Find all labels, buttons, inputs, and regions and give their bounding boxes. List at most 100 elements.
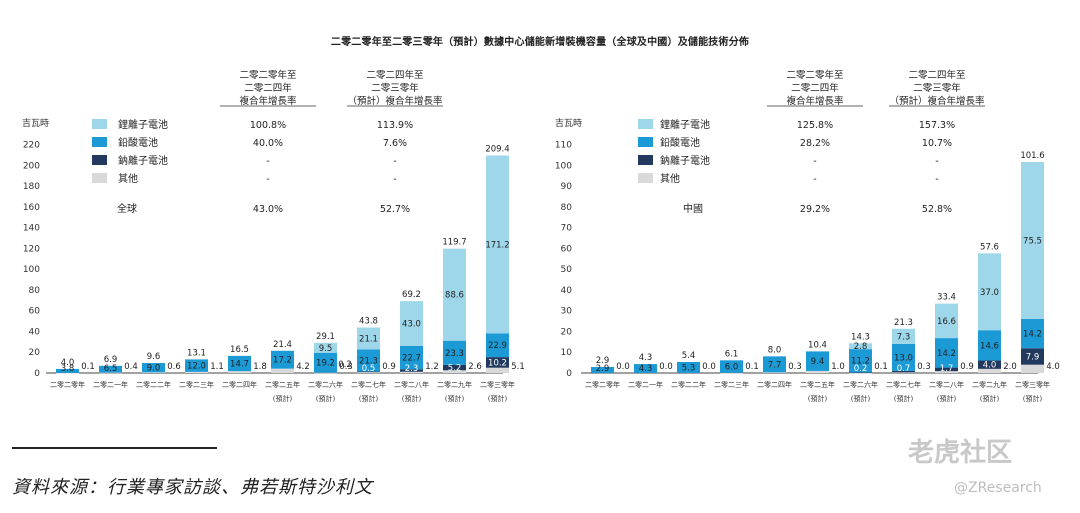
- bar-segment-other: [443, 370, 466, 373]
- data-label-total: 13.1: [187, 348, 206, 358]
- bar-segment-lead-acid: [978, 330, 1001, 361]
- x-tick-label: 二零二五年: [265, 380, 300, 389]
- y-tick-label: 110: [555, 141, 572, 151]
- y-tick-label: 100: [23, 265, 40, 275]
- data-label-other: 1.8: [253, 362, 267, 372]
- data-label-lithium: 37.0: [980, 288, 999, 298]
- x-tick-label-note: (預計): [445, 394, 465, 403]
- x-tick-label: 二零二九年: [437, 380, 472, 389]
- source-note: 資料來源：行業專家訪談、弗若斯特沙利文: [12, 477, 373, 498]
- bar-segment-lead-acid: [591, 366, 614, 373]
- y-tick-label: 90: [561, 182, 573, 192]
- x-tick-label-note: (預計): [937, 394, 957, 403]
- bar-segment-lead-acid: [185, 359, 208, 372]
- cagr-value: 28.2%: [800, 138, 830, 149]
- bar-segment-sodium: [357, 371, 380, 373]
- data-label-other: 0.6: [167, 362, 181, 372]
- cagr-header: 二零二四年至: [908, 69, 965, 81]
- cagr-value: 7.6%: [383, 138, 407, 149]
- y-tick-label: 120: [23, 244, 40, 254]
- cagr-value: -: [266, 174, 269, 185]
- y-tick-label: 60: [561, 244, 573, 254]
- y-tick-label: 80: [561, 203, 573, 213]
- data-label-total: 10.4: [808, 340, 827, 350]
- cagr-value: 43.0%: [253, 204, 283, 215]
- data-label-other: 1.2: [425, 362, 439, 372]
- watermark-handle: @ZResearch: [954, 480, 1042, 496]
- cagr-header: 二零三零年: [371, 82, 419, 94]
- data-label-lead-acid: 14.7: [230, 359, 249, 369]
- bar-segment-lead-acid: [314, 352, 337, 373]
- data-label-total: 6.9: [104, 355, 118, 365]
- legend-swatch: [638, 173, 653, 183]
- y-tick-label: 0: [34, 369, 40, 379]
- source-divider: [12, 447, 217, 449]
- y-axis-unit-label: 吉瓦時: [555, 118, 582, 129]
- x-tick-label-note: (預計): [980, 394, 1000, 403]
- data-label-sodium: 5.2: [448, 364, 462, 374]
- data-label-lithium: 88.6: [445, 291, 464, 301]
- cagr-header: 二零二四年: [244, 82, 292, 94]
- data-label-other: 1.1: [210, 362, 224, 372]
- y-axis-unit-label: 吉瓦時: [22, 118, 49, 129]
- data-label-total: 119.7: [442, 238, 466, 248]
- cagr-value: -: [393, 174, 396, 185]
- cagr-value: 10.7%: [922, 138, 952, 149]
- bar-segment-lithium: [935, 303, 958, 339]
- data-label-other: 0.4: [124, 362, 138, 372]
- bar-segment-lithium: [357, 327, 380, 350]
- data-label-other: 0.0: [616, 362, 630, 372]
- data-label-sodium: 1.7: [940, 364, 954, 374]
- data-label-total: 16.5: [230, 345, 249, 355]
- data-label-extra: 0.2: [338, 360, 352, 370]
- bar-segment-sodium: [935, 367, 958, 372]
- data-label-total: 5.4: [682, 351, 696, 361]
- x-tick-label: 二零二五年: [800, 380, 835, 389]
- data-label-lead-acid: 12.0: [187, 362, 206, 372]
- cagr-value: 52.7%: [380, 204, 410, 215]
- data-label-total: 33.4: [937, 293, 956, 303]
- bar-segment-lithium: [892, 328, 915, 344]
- x-tick-label-note: (預計): [316, 394, 336, 403]
- data-label-lead-acid: 6.5: [104, 364, 118, 374]
- bar-segment-lead-acid: [1021, 318, 1044, 349]
- x-tick-label-note: (預計): [402, 394, 422, 403]
- bar-segment-other: [185, 371, 208, 373]
- bar-segment-lead-acid: [634, 364, 657, 373]
- x-tick-label: 二零二九年: [972, 380, 1007, 389]
- bar-segment-lithium: [443, 248, 466, 341]
- bar-segment-other: [892, 372, 915, 373]
- cagr-header: 複合年增長率: [786, 95, 844, 107]
- cagr-value: 40.0%: [253, 138, 283, 149]
- bar-segment-lithium: [400, 301, 423, 346]
- x-tick-label: 二零二二年: [671, 380, 706, 389]
- cagr-value: -: [935, 156, 938, 167]
- y-tick-label: 20: [29, 348, 41, 358]
- x-tick-label: 二零二八年: [394, 380, 429, 389]
- data-label-other: 0.0: [659, 362, 673, 372]
- bar-segment-lithium: [486, 155, 509, 334]
- x-tick-label: 二零二四年: [757, 380, 792, 389]
- y-tick-label: 200: [23, 161, 40, 171]
- data-label-total: 209.4: [485, 145, 509, 155]
- legend-label: 鈉離子電池: [118, 154, 168, 167]
- y-tick-label: 100: [555, 161, 572, 171]
- data-label-lead-acid: 2.9: [596, 364, 610, 374]
- y-tick-label: 220: [23, 141, 40, 151]
- x-tick-label-note: (預計): [1023, 394, 1043, 403]
- x-tick-label: 二零二四年: [222, 380, 257, 389]
- bar-segment-lithium: [314, 342, 337, 353]
- x-tick-label: 二零二二年: [136, 380, 171, 389]
- data-label-other: 0.3: [339, 362, 353, 372]
- cagr-value: 52.8%: [922, 204, 952, 215]
- data-label-lead-acid: 14.6: [980, 341, 999, 351]
- y-tick-label: 10: [561, 348, 573, 358]
- data-label-total: 4.0: [61, 358, 75, 368]
- bar-segment-lead-acid: [486, 333, 509, 358]
- data-label-other: 0.3: [917, 362, 931, 372]
- data-label-sodium: 7.9: [1026, 352, 1040, 362]
- cagr-value: 125.8%: [797, 120, 833, 131]
- bar-segment-sodium: [400, 369, 423, 372]
- data-label-other: 0.9: [960, 362, 974, 372]
- bar-segment-other: [486, 367, 509, 373]
